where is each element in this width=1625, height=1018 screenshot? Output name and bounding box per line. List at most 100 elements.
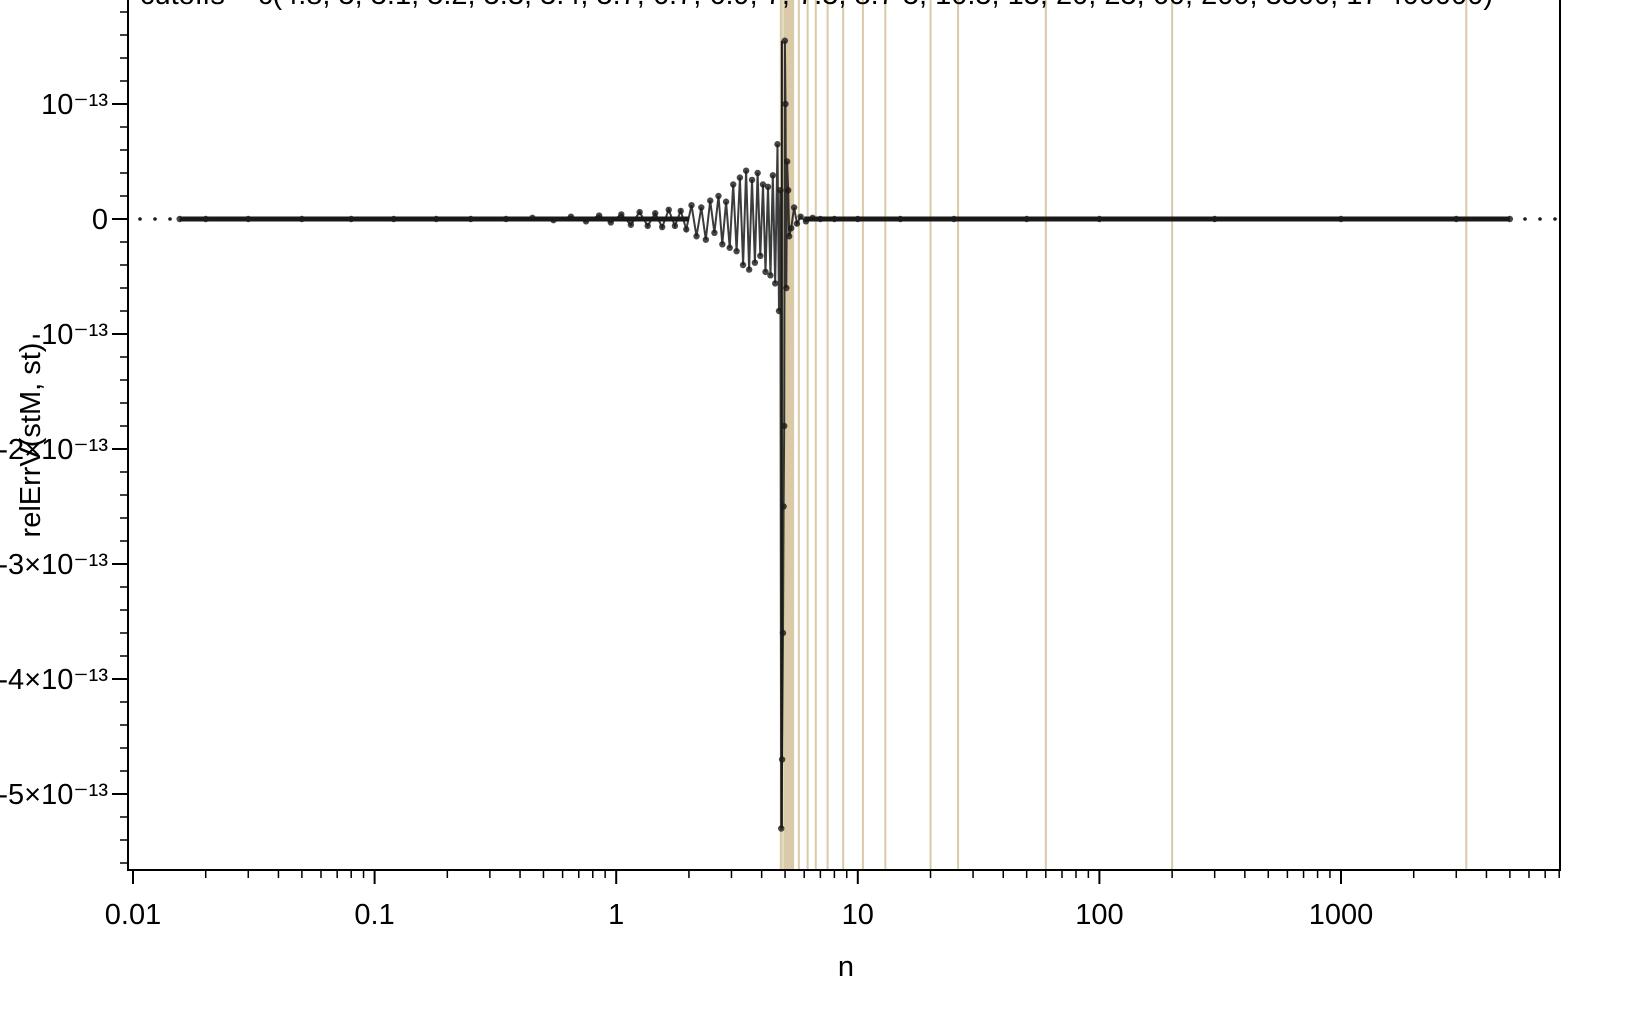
series-point-79 [1337,215,1345,223]
x-tick-label-5: 1000 [1309,899,1374,931]
series-point-38 [739,261,747,269]
series-point-65 [787,225,795,232]
x-tick-label-4: 100 [1075,899,1123,931]
series-point-46 [762,268,769,276]
series-point-78 [1211,215,1218,223]
series-point-11 [567,213,575,220]
series-point-69 [802,218,810,225]
zero-dot-1 [153,217,157,221]
series-point-40 [745,266,753,273]
series-point-15 [618,211,625,218]
series-point-68 [797,213,804,220]
zero-dot-5 [1553,217,1557,221]
series-point-35 [730,181,737,188]
series-point-1 [202,215,209,223]
series-point-42 [751,259,759,266]
series-point-49 [769,172,777,179]
chart-subtitle: cutoffs = c(4.8, 5, 5.1, 5.2, 5.3, 5.4, … [140,0,1493,11]
series-point-60 [782,100,789,108]
series-point-29 [707,197,714,204]
series-point-36 [733,248,740,255]
y-tick-label-4: -3×10⁻¹³ [0,549,108,581]
series-point-16 [627,221,635,228]
series-point-66 [790,204,798,211]
series-point-25 [688,202,695,209]
series-point-4 [347,215,355,223]
series-point-18 [644,222,651,230]
series-point-27 [698,204,705,211]
series-point-32 [719,241,726,248]
series-point-77 [1096,215,1103,223]
series-point-24 [683,226,690,233]
series-point-19 [651,210,659,217]
series-point-8 [502,215,510,223]
series-point-33 [722,198,730,205]
series-point-30 [711,229,718,236]
series-point-62 [783,158,791,165]
series-point-28 [702,236,710,243]
series-point-0 [176,215,183,223]
y-tick-label-1: 0 [92,204,108,236]
y-tick-label-2: -10⁻¹³ [31,319,108,351]
series-point-10 [550,216,557,224]
series-point-70 [809,214,816,222]
series-point-34 [726,244,733,251]
x-tick-label-1: 0.1 [354,899,394,931]
series-point-75 [950,215,958,223]
y-tick-label-6: -5×10⁻¹³ [0,779,108,811]
series-point-31 [715,192,722,200]
series-point-76 [1023,215,1030,223]
series-layer [138,37,1557,832]
series-line [179,40,1510,829]
y-axis-title: relErrV(stM, st) [15,343,47,538]
series-point-47 [764,183,772,190]
x-axis: 0.01 0.1 1 10 100 1000 [105,870,1560,931]
series-point-41 [748,176,756,184]
series-point-73 [854,215,861,223]
series-point-13 [595,212,603,219]
series-point-43 [754,169,761,177]
zero-dot-0 [138,217,142,221]
series-point-80 [1453,215,1460,223]
zero-dot-2 [168,217,172,221]
y-tick-label-5: -4×10⁻¹³ [0,664,108,696]
series-point-6 [433,215,440,223]
series-point-72 [831,215,838,223]
series-point-39 [742,167,750,174]
series-point-26 [693,233,700,240]
series-point-21 [665,206,672,213]
series-point-17 [636,208,643,216]
series-point-2 [245,215,252,223]
cutoff-lines [779,0,1468,870]
series-point-23 [677,207,684,215]
series-point-7 [467,215,474,223]
series-point-45 [759,181,767,188]
series-point-5 [390,215,397,223]
series-point-61 [783,284,790,292]
series-point-44 [757,252,764,259]
series-point-74 [897,215,904,223]
series-point-3 [298,215,306,223]
series-point-64 [785,233,793,240]
zero-dot-4 [1538,217,1542,221]
y-tick-label-0: 10⁻¹³ [41,89,108,121]
plot-frame [127,0,1561,871]
x-tick-label-3: 10 [842,899,874,931]
y-tick-label-3: -2×10⁻¹³ [0,434,108,466]
series-point-71 [817,215,824,223]
x-tick-label-0: 0.01 [105,899,161,931]
series-point-9 [529,214,536,222]
series-point-59 [781,37,789,44]
series-point-37 [736,174,744,181]
x-tick-label-2: 1 [608,899,624,931]
series-point-67 [793,220,801,227]
series-point-56 [779,629,787,637]
series-point-81 [1506,215,1514,223]
series-point-20 [658,223,666,231]
series-point-50 [771,280,779,287]
x-axis-title: n [838,951,854,983]
series-point-52 [775,307,783,315]
axis-layer [127,0,1561,871]
